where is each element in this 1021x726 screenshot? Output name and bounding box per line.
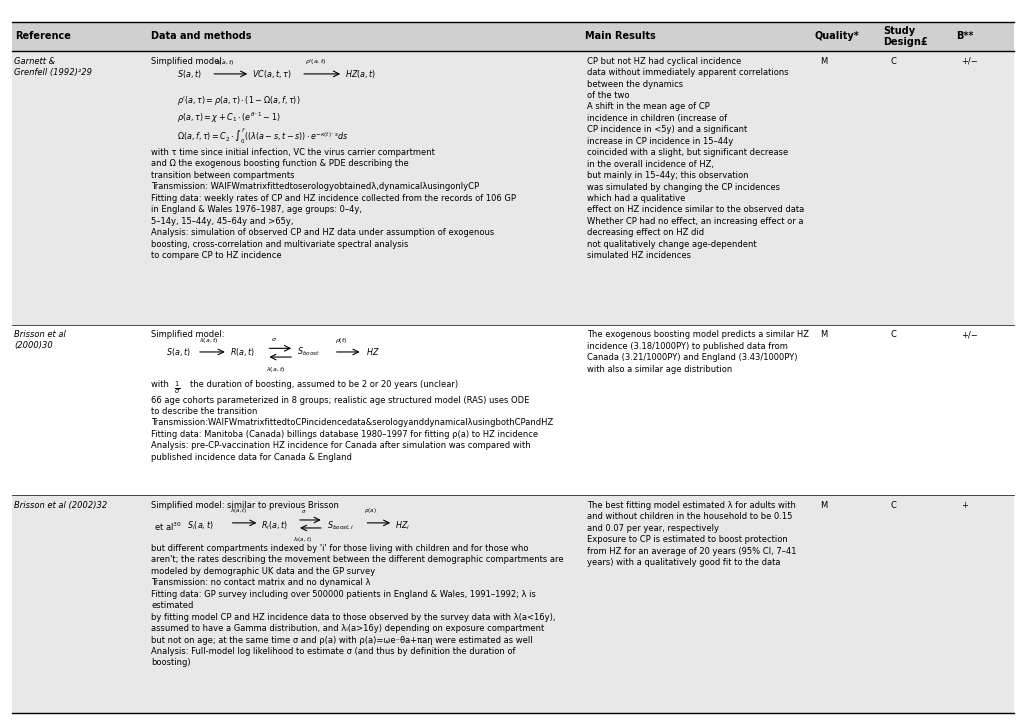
Text: $S(a,t)$: $S(a,t)$ (177, 68, 201, 80)
Text: $\sigma$: $\sigma$ (301, 508, 307, 515)
Text: +/−: +/− (961, 57, 977, 65)
Text: $\Omega(a,f,\tau) = C_2\cdot\int_0^f((\lambda(a-s,t-s))\cdot e^{-\kappa(t)\cdot : $\Omega(a,f,\tau) = C_2\cdot\int_0^f((\l… (177, 126, 348, 146)
Text: $\rho'(a,\tau) = \rho(a,\tau)\cdot(1-\Omega(a,f,\tau))$: $\rho'(a,\tau) = \rho(a,\tau)\cdot(1-\Om… (177, 94, 300, 107)
Text: $HZ_i$: $HZ_i$ (395, 519, 410, 531)
Text: $\rho(a,\tau) = \chi + C_1\cdot(e^{\theta\cdot 1}-1)$: $\rho(a,\tau) = \chi + C_1\cdot(e^{\thet… (177, 110, 280, 125)
Bar (12, 495, 1014, 713)
Text: Garnett &
Grenfell (1992)²29: Garnett & Grenfell (1992)²29 (14, 57, 92, 77)
Text: but different compartments indexed by 'i' for those living with children and for: but different compartments indexed by 'i… (151, 544, 564, 667)
Text: $\lambda(a,t)$: $\lambda(a,t)$ (199, 336, 218, 346)
Text: Study
Design£: Study Design£ (883, 25, 928, 47)
Text: $HZ$: $HZ$ (366, 346, 379, 357)
Text: The exogenous boosting model predicts a similar HZ
incidence (3.18/1000PY) to pu: The exogenous boosting model predicts a … (587, 330, 809, 374)
Text: M: M (820, 330, 827, 339)
Text: Simplified model:: Simplified model: (151, 330, 225, 339)
Text: $S_{boost}$: $S_{boost}$ (297, 346, 320, 358)
Text: B**: B** (956, 31, 973, 41)
Text: $S_{boost,i}$: $S_{boost,i}$ (327, 519, 353, 531)
Text: +/−: +/− (961, 330, 977, 339)
Text: $HZ(a,t)$: $HZ(a,t)$ (345, 68, 377, 80)
Text: $R(a,t)$: $R(a,t)$ (230, 346, 255, 358)
Text: The best fitting model estimated λ for adults with
and without children in the h: The best fitting model estimated λ for a… (587, 501, 796, 567)
Text: $R_i(a,t)$: $R_i(a,t)$ (261, 519, 288, 531)
Text: C: C (890, 57, 896, 65)
Text: +: + (961, 501, 968, 510)
Text: $S(a,t)$: $S(a,t)$ (166, 346, 191, 358)
Text: Brisson et al
(2000)30: Brisson et al (2000)30 (14, 330, 66, 351)
Bar (12, 51, 1014, 325)
Text: $\rho(t)$: $\rho(t)$ (335, 336, 347, 346)
Text: $\sigma$: $\sigma$ (271, 336, 277, 343)
Bar (12, 325, 1014, 495)
Text: Brisson et al (2002)32: Brisson et al (2002)32 (14, 501, 107, 510)
Text: Reference: Reference (15, 31, 71, 41)
Text: Quality*: Quality* (815, 31, 860, 41)
Text: 66 age cohorts parameterized in 8 groups; realistic age structured model (RAS) u: 66 age cohorts parameterized in 8 groups… (151, 396, 553, 462)
Text: C: C (890, 330, 896, 339)
Text: C: C (890, 501, 896, 510)
Text: $\lambda(a,t)$: $\lambda(a,t)$ (266, 365, 286, 374)
Text: $\rho(a)$: $\rho(a)$ (364, 506, 377, 515)
Text: Simplified model: similar to previous Brisson: Simplified model: similar to previous Br… (151, 501, 339, 510)
Text: et al$^{30}$: et al$^{30}$ (154, 521, 182, 533)
Text: M: M (820, 57, 827, 65)
Text: CP but not HZ had cyclical incidence
data without immediately apparent correlati: CP but not HZ had cyclical incidence dat… (587, 57, 805, 261)
Text: $\lambda_i(a,t)$: $\lambda_i(a,t)$ (293, 535, 311, 544)
Text: Simplified model:: Simplified model: (151, 57, 225, 65)
Text: with τ time since initial infection, VC the virus carrier compartment
and Ω the : with τ time since initial infection, VC … (151, 148, 516, 260)
Text: $VC(a,t,\tau)$: $VC(a,t,\tau)$ (252, 68, 292, 80)
Text: $\lambda(a,t)$: $\lambda(a,t)$ (230, 506, 247, 515)
Text: $\frac{1}{\sigma}$: $\frac{1}{\sigma}$ (174, 380, 180, 396)
Text: $\rho'(a,t)$: $\rho'(a,t)$ (305, 57, 327, 67)
Text: with: with (151, 380, 172, 388)
Text: M: M (820, 501, 827, 510)
Text: Data and methods: Data and methods (151, 31, 251, 41)
Text: Main Results: Main Results (585, 31, 655, 41)
Text: the duration of boosting, assumed to be 2 or 20 years (unclear): the duration of boosting, assumed to be … (190, 380, 458, 388)
Bar (12, 22, 1014, 51)
Text: $S_i(a,t)$: $S_i(a,t)$ (187, 519, 213, 531)
Text: $\lambda(a,t)$: $\lambda(a,t)$ (215, 57, 235, 67)
